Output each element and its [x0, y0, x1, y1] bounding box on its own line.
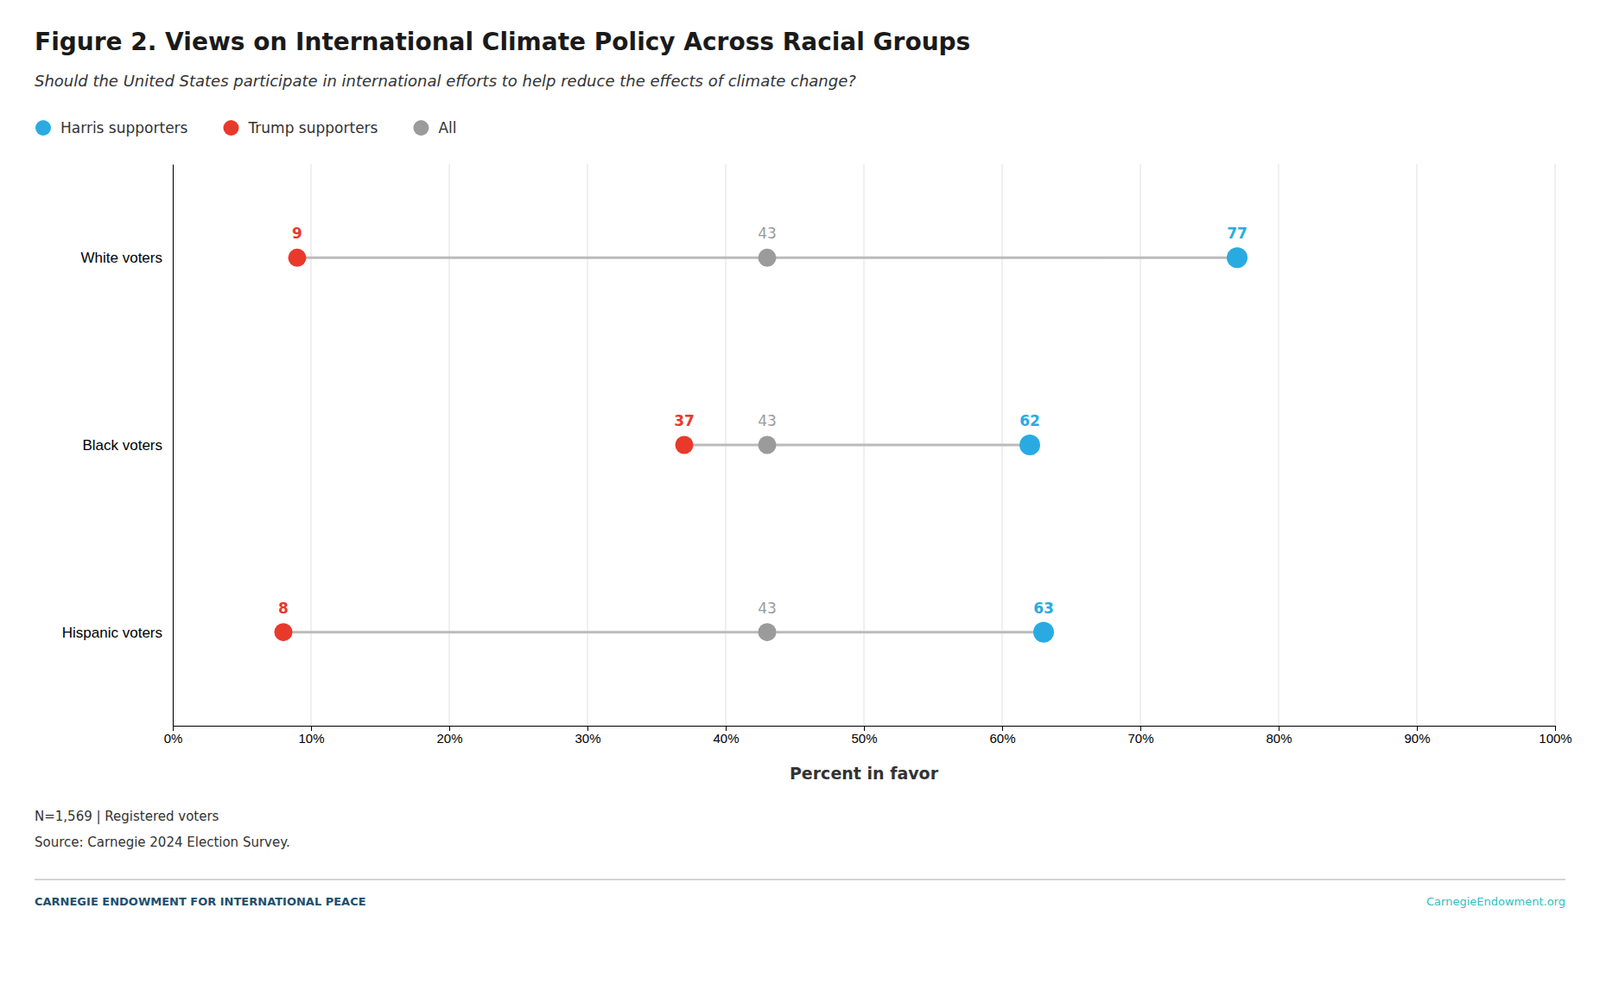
- x-tick-label: 50%: [850, 730, 877, 746]
- dot: [1019, 434, 1041, 456]
- x-tick: 100%: [1538, 725, 1572, 746]
- y-axis: White voters Black voters Hispanic voters: [62, 165, 174, 727]
- data-labels: 77 62 63 9 37 8 43 43 43: [278, 224, 1248, 616]
- dot: [758, 436, 777, 455]
- note: N=1,569 | Registered voters: [34, 808, 220, 825]
- legend-item: Harris supporters: [35, 119, 189, 137]
- grid-line: [1555, 164, 1556, 726]
- y-tick: Black voters: [82, 437, 173, 454]
- data-label: 62: [1019, 412, 1041, 430]
- legend-item: All: [412, 119, 457, 137]
- x-tick: 80%: [1265, 725, 1292, 746]
- footer-rule: [34, 878, 1566, 880]
- dot: [288, 248, 307, 267]
- connector: [684, 444, 1030, 447]
- dot: [1226, 247, 1248, 268]
- y-tick-label: Black voters: [82, 437, 163, 454]
- grid-line: [311, 164, 312, 726]
- grid-line: [587, 164, 589, 726]
- x-tick-label: 30%: [574, 730, 601, 746]
- x-tick: 20%: [436, 725, 463, 746]
- data-label: 63: [1033, 599, 1054, 617]
- x-tick-label: 70%: [1127, 730, 1154, 746]
- legend-label: All: [438, 119, 457, 137]
- data-label: 77: [1226, 224, 1248, 242]
- x-tick: 0%: [164, 725, 184, 746]
- y-tick-label: Hispanic voters: [62, 624, 163, 642]
- x-tick: 50%: [850, 725, 877, 746]
- x-tick-label: 20%: [436, 730, 463, 746]
- grid-line: [1140, 164, 1142, 726]
- footer-left: CARNEGIE ENDOWMENT FOR INTERNATIONAL PEA…: [34, 895, 367, 908]
- data-label: 43: [757, 599, 777, 617]
- x-tick: 60%: [989, 725, 1016, 746]
- grid-line: [1416, 164, 1418, 726]
- legend-swatch: [222, 120, 239, 136]
- legend-swatch: [412, 120, 429, 136]
- dot: [274, 622, 293, 642]
- connector: [283, 630, 1044, 634]
- x-axis-title: Percent in favor: [789, 763, 940, 783]
- y-tick: White voters: [81, 249, 173, 267]
- data-label: 8: [278, 599, 289, 617]
- legend: Harris supporters Trump supporters All: [35, 119, 458, 137]
- y-tick-label: White voters: [81, 249, 163, 267]
- dot: [1033, 622, 1054, 643]
- grid-line: [449, 164, 451, 726]
- x-tick-label: 80%: [1265, 730, 1292, 746]
- x-tick-label: 0%: [164, 730, 184, 746]
- legend-item: Trump supporters: [222, 119, 378, 137]
- legend-label: Harris supporters: [60, 119, 189, 137]
- x-tick: 40%: [712, 725, 739, 746]
- x-tick: 10%: [298, 725, 324, 746]
- note: Source: Carnegie 2024 Election Survey.: [34, 834, 291, 851]
- dot: [758, 622, 777, 642]
- legend-swatch: [35, 120, 51, 136]
- grid: [172, 164, 1556, 726]
- x-tick-label: 10%: [298, 730, 324, 746]
- dot: [675, 436, 694, 455]
- x-tick-label: 40%: [712, 730, 739, 746]
- dot: [758, 248, 777, 267]
- x-tick: 70%: [1127, 725, 1154, 746]
- x-tick-label: 100%: [1538, 730, 1572, 746]
- y-axis-line: [172, 165, 174, 727]
- x-tick: 30%: [574, 725, 601, 746]
- data-label: 43: [757, 412, 777, 430]
- footer-right: CarnegieEndowment.org: [1426, 895, 1566, 908]
- x-tick: 90%: [1403, 725, 1430, 746]
- x-tick-label: 60%: [989, 730, 1016, 746]
- grid-line: [172, 164, 174, 726]
- x-axis: 0% 10% 20% 30% 40% 50% 60% 70% 80% 90% 100%: [164, 725, 1573, 746]
- y-tick: Hispanic voters: [62, 624, 173, 642]
- chart: Figure 2. Views on International Climate…: [0, 0, 1600, 997]
- data-label: 9: [292, 224, 303, 242]
- x-tick-label: 90%: [1403, 730, 1430, 746]
- title: Figure 2. Views on International Climate…: [34, 27, 971, 57]
- marks: [274, 247, 1249, 642]
- data-label: 37: [673, 412, 695, 430]
- grid-line: [1278, 164, 1280, 726]
- legend-label: Trump supporters: [247, 119, 378, 137]
- data-label: 43: [757, 224, 777, 242]
- subtitle: Should the United States participate in …: [34, 71, 857, 90]
